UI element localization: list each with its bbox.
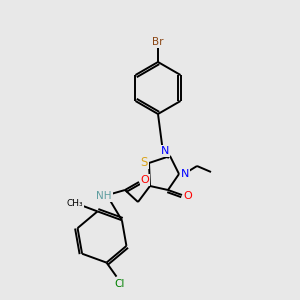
Text: Br: Br [152,37,164,47]
Text: S: S [140,155,148,169]
Text: CH₃: CH₃ [66,199,83,208]
Text: N: N [161,146,169,156]
Text: Cl: Cl [114,279,125,289]
Text: NH: NH [96,191,112,201]
Text: O: O [141,175,149,185]
Text: N: N [181,169,189,179]
Text: O: O [184,191,192,201]
